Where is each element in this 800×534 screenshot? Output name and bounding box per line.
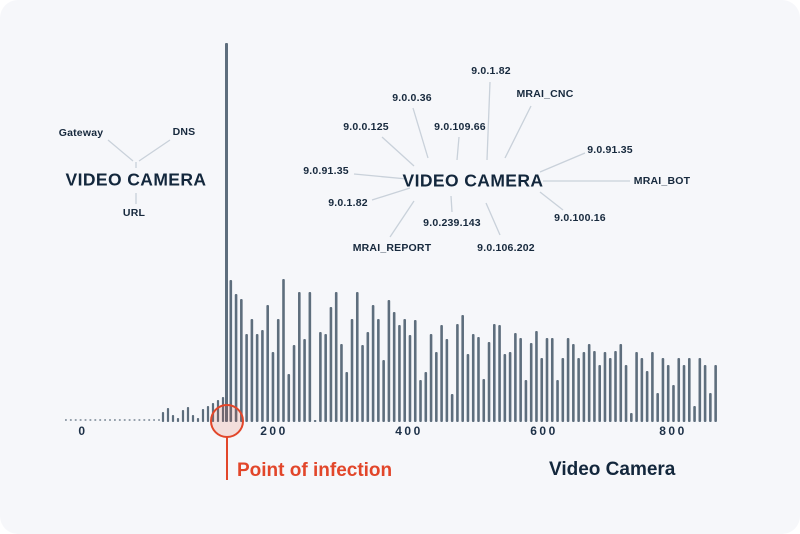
traffic-chart <box>65 43 717 480</box>
infographic-card: VIDEO CAMERA VIDEO CAMERA Gateway DNS URL … <box>58 43 717 481</box>
